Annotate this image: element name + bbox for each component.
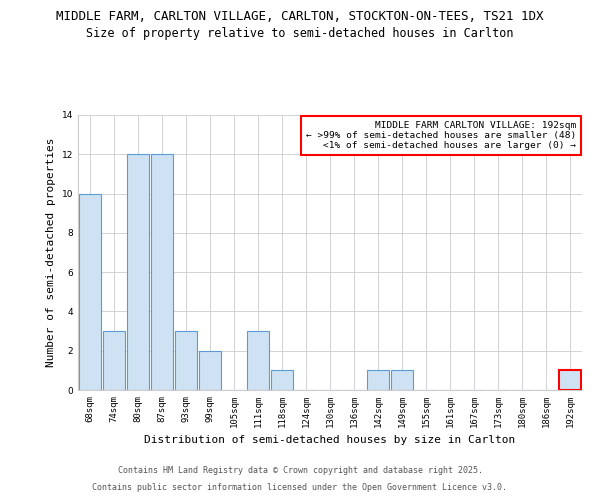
Y-axis label: Number of semi-detached properties: Number of semi-detached properties	[46, 138, 56, 367]
Bar	[271, 370, 293, 390]
Bar	[127, 154, 149, 390]
Bar	[199, 350, 221, 390]
Bar	[559, 370, 581, 390]
Text: MIDDLE FARM CARLTON VILLAGE: 192sqm
← >99% of semi-detached houses are smaller (: MIDDLE FARM CARLTON VILLAGE: 192sqm ← >9…	[306, 120, 577, 150]
Text: Size of property relative to semi-detached houses in Carlton: Size of property relative to semi-detach…	[86, 28, 514, 40]
Text: Contains HM Land Registry data © Crown copyright and database right 2025.: Contains HM Land Registry data © Crown c…	[118, 466, 482, 475]
Bar	[151, 154, 173, 390]
Bar	[247, 331, 269, 390]
Bar	[79, 194, 101, 390]
Bar	[391, 370, 413, 390]
Bar	[175, 331, 197, 390]
Text: Contains public sector information licensed under the Open Government Licence v3: Contains public sector information licen…	[92, 484, 508, 492]
Bar	[103, 331, 125, 390]
Bar	[367, 370, 389, 390]
Text: MIDDLE FARM, CARLTON VILLAGE, CARLTON, STOCKTON-ON-TEES, TS21 1DX: MIDDLE FARM, CARLTON VILLAGE, CARLTON, S…	[56, 10, 544, 23]
X-axis label: Distribution of semi-detached houses by size in Carlton: Distribution of semi-detached houses by …	[145, 436, 515, 446]
